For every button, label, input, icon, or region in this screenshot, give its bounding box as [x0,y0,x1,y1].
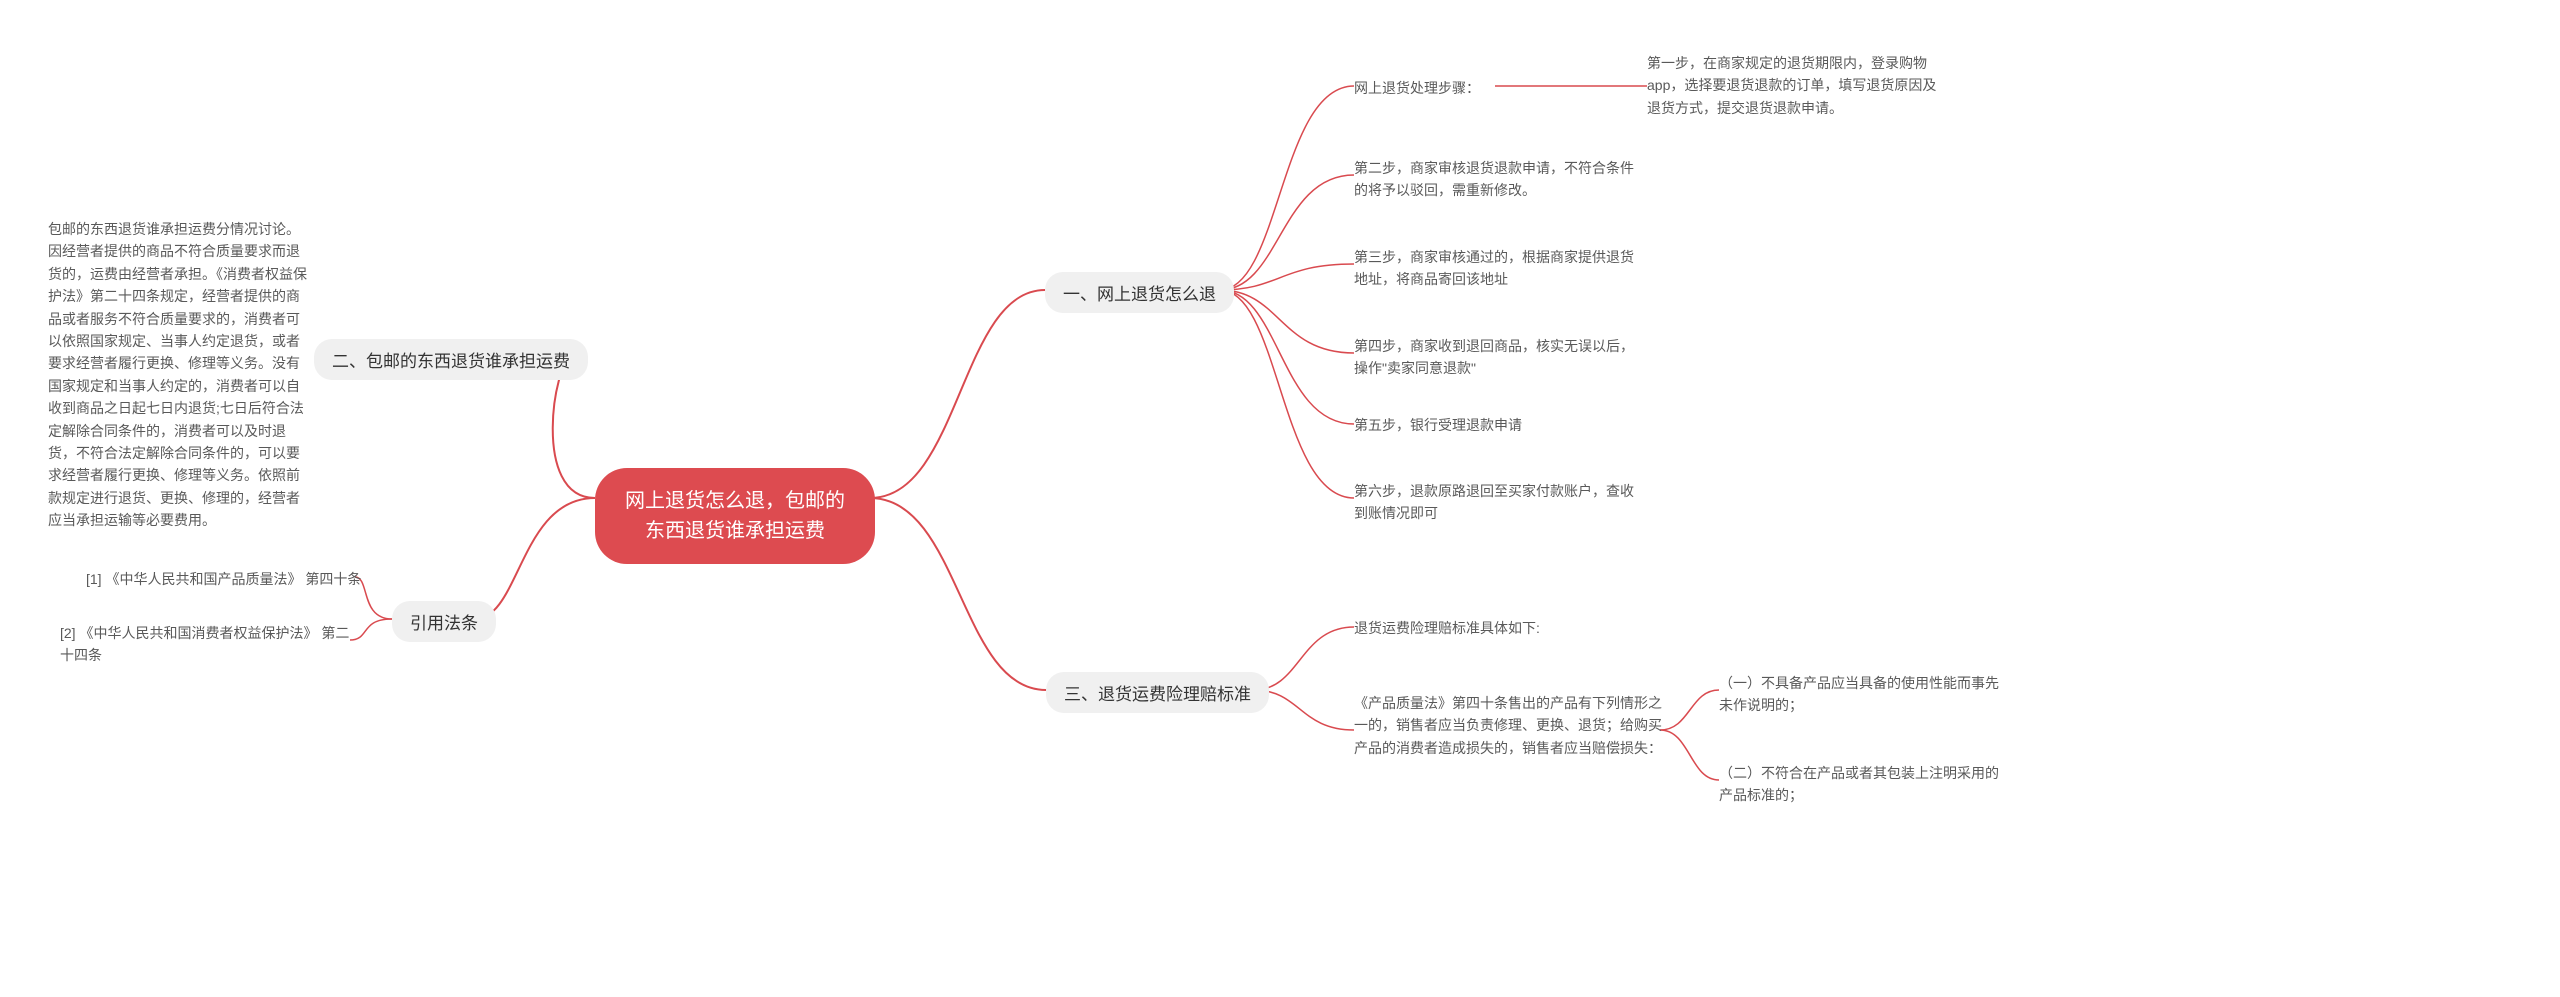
leaf-claim-standard-title: 退货运费险理赔标准具体如下: [1354,617,1540,639]
leaf-step4: 第四步，商家收到退回商品，核实无误以后，操作"卖家同意退款" [1354,335,1644,380]
leaf-return-steps-title: 网上退货处理步骤： [1354,77,1480,99]
leaf-quality-law-art40: 《产品质量法》第四十条售出的产品有下列情形之一的，销售者应当负责修理、更换、退货… [1354,692,1664,759]
root-node[interactable]: 网上退货怎么退，包邮的东西退货谁承担运费 [595,468,875,564]
leaf-step6: 第六步，退款原路退回至买家付款账户，查收到账情况即可 [1354,480,1644,525]
leaf-law-ref1: [1] 《中华人民共和国产品质量法》 第四十条 [86,568,361,590]
leaf-step1: 第一步，在商家规定的退货期限内，登录购物app，选择要退货退款的订单，填写退货原… [1647,52,1937,119]
leaf-clause1: （一）不具备产品应当具备的使用性能而事先未作说明的； [1719,672,2009,717]
leaf-clause2: （二）不符合在产品或者其包装上注明采用的产品标准的； [1719,762,2009,807]
leaf-step5: 第五步，银行受理退款申请 [1354,414,1522,436]
connector-layer [0,0,2560,997]
branch-shipping-fee[interactable]: 二、包邮的东西退货谁承担运费 [314,339,588,380]
branch-online-return[interactable]: 一、网上退货怎么退 [1045,272,1234,313]
leaf-law-ref2: [2] 《中华人民共和国消费者权益保护法》 第二十四条 [60,622,360,667]
branch-laws-cited[interactable]: 引用法条 [392,601,496,642]
branch-insurance-claim[interactable]: 三、退货运费险理赔标准 [1046,672,1269,713]
leaf-step2: 第二步，商家审核退货退款申请，不符合条件的将予以驳回，需重新修改。 [1354,157,1644,202]
leaf-step3: 第三步，商家审核通过的，根据商家提供退货地址，将商品寄回该地址 [1354,246,1644,291]
leaf-shipping-fee-detail: 包邮的东西退货谁承担运费分情况讨论。因经营者提供的商品不符合质量要求而退货的，运… [48,218,310,531]
